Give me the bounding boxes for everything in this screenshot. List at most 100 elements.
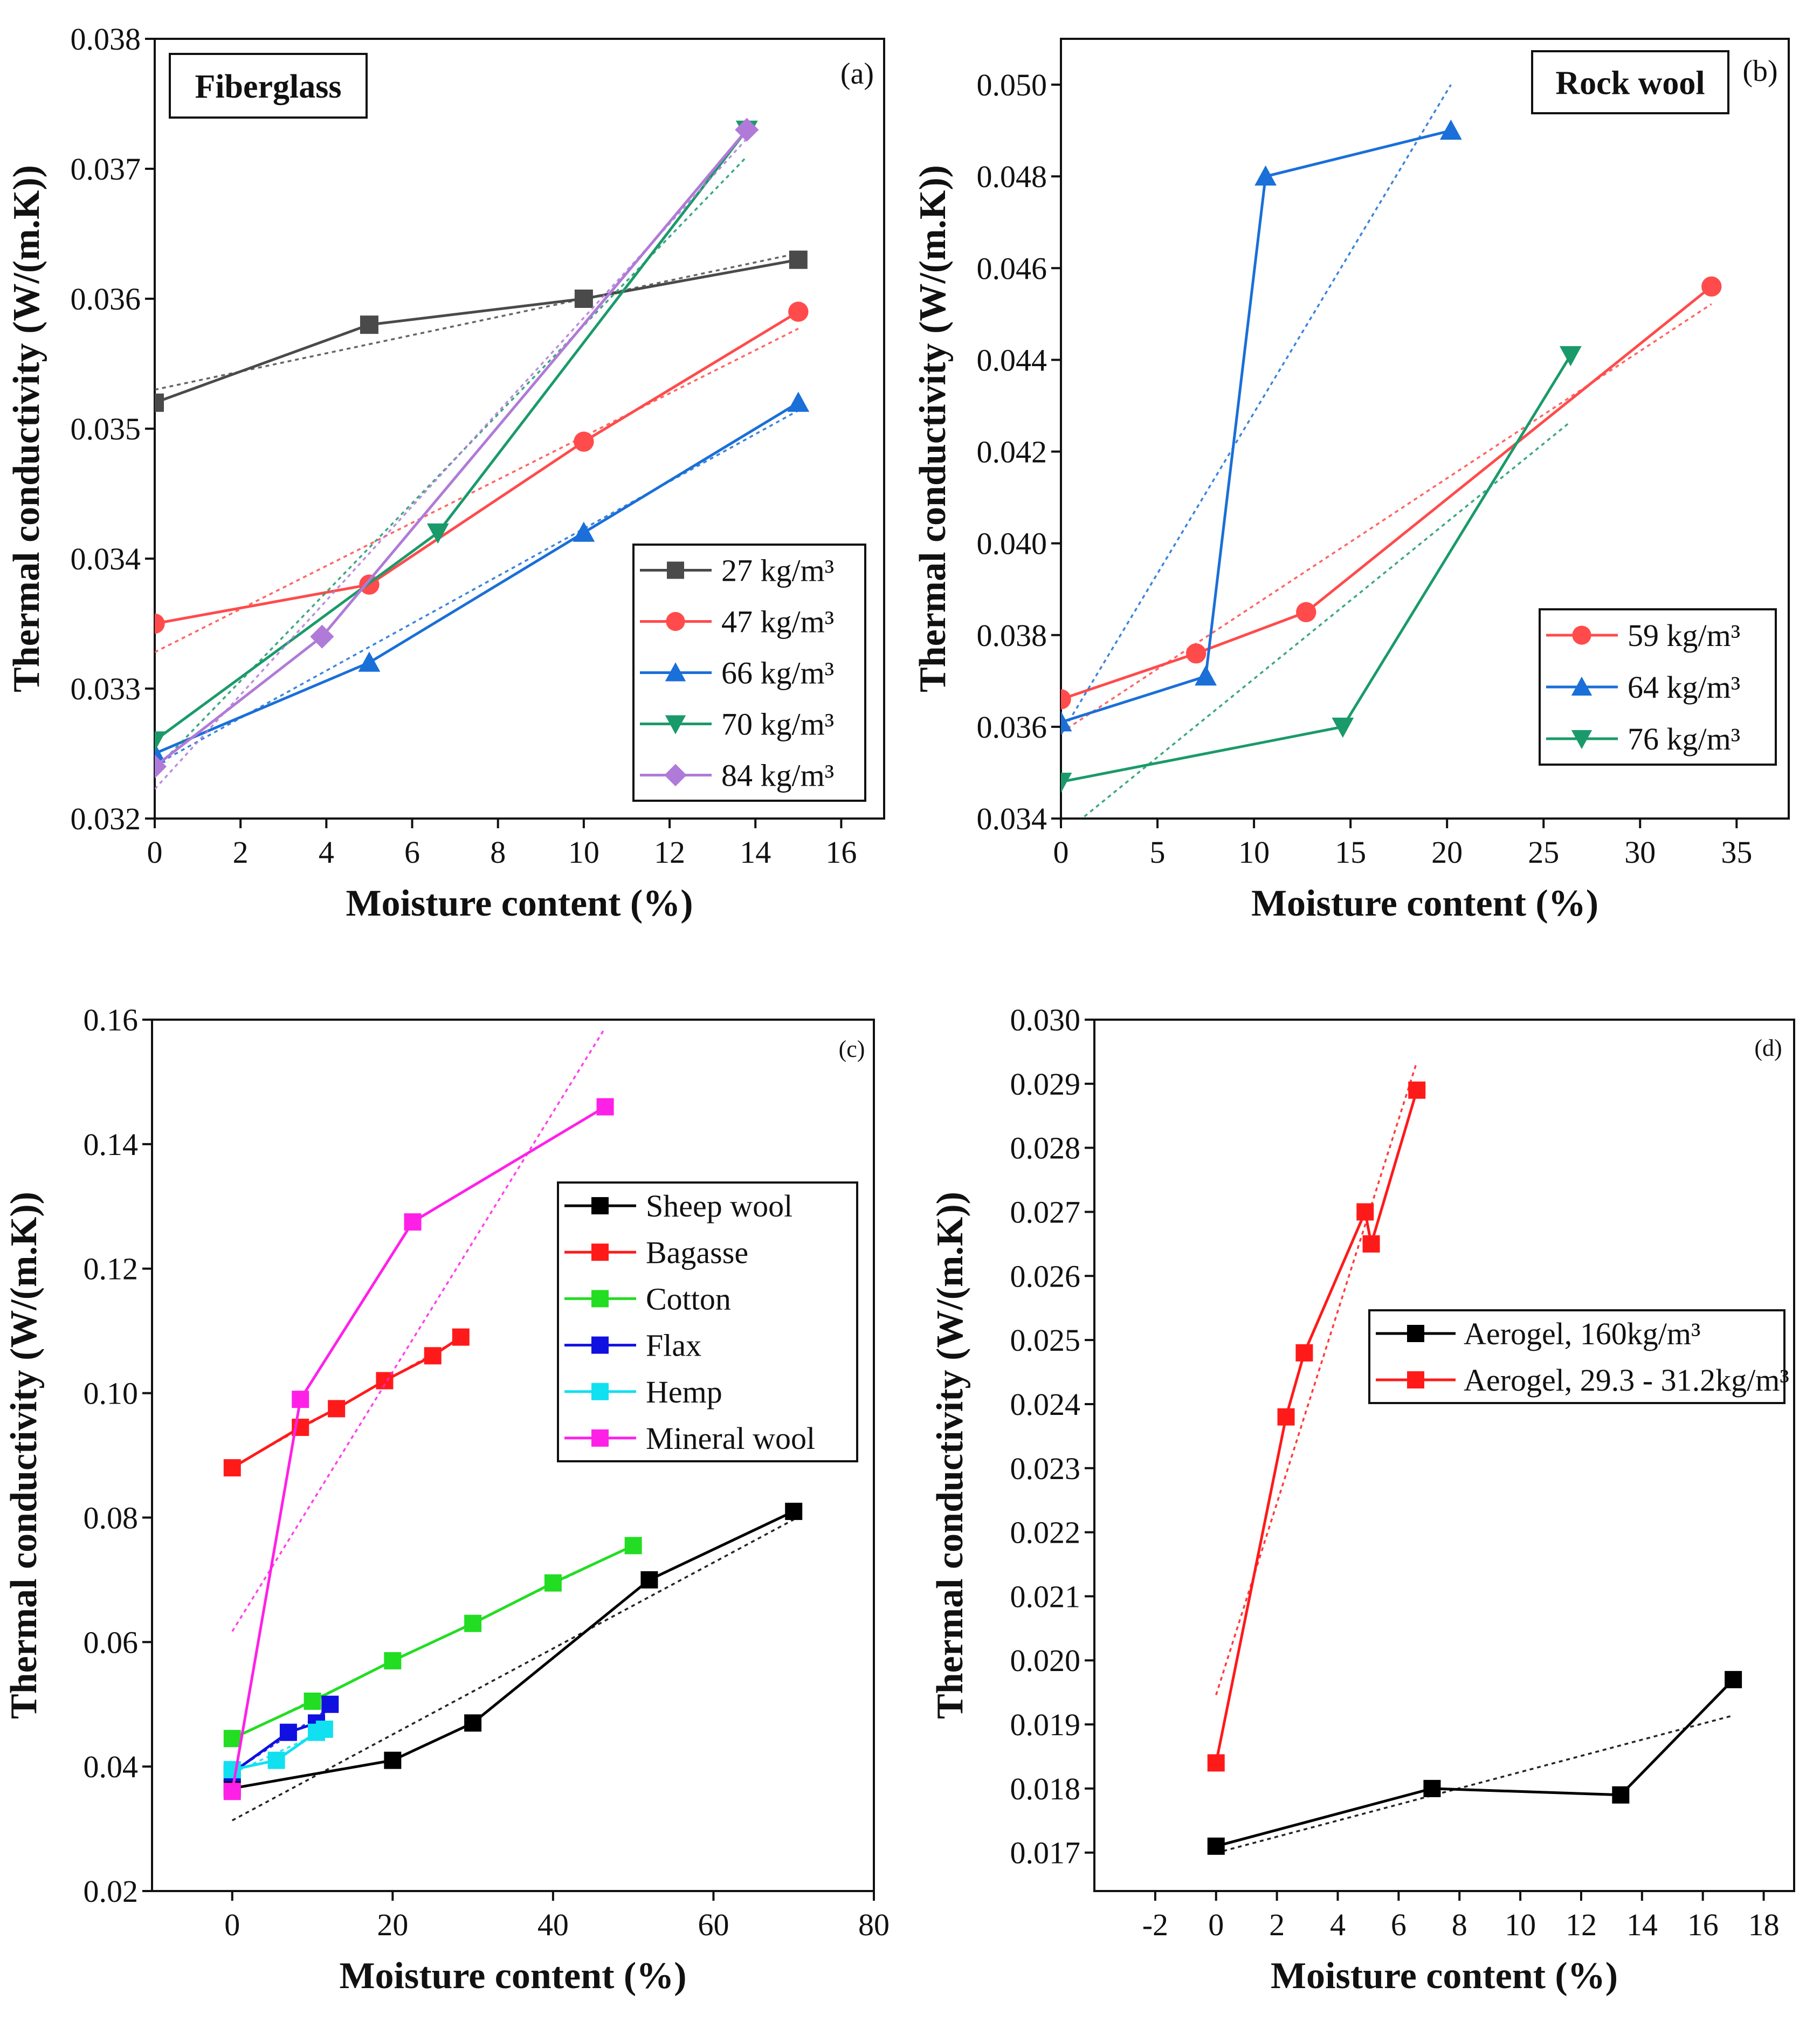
x-tick-label: 18 (1748, 1907, 1780, 1942)
x-tick-label: 12 (1566, 1907, 1597, 1942)
y-tick-label: 0.044 (977, 342, 1047, 377)
chart-panel-1: 0 2 4 6 8 10 12 14 16 0.032 0.033 0.034 0.035 0.036 0.… (6, 22, 885, 924)
y-tick-label: 0.030 (1010, 1002, 1081, 1037)
series-line-1 (232, 1510, 795, 1790)
legend-label: Aerogel, 160kg/m³ (1464, 1316, 1700, 1351)
trendline-2 (1215, 1061, 1418, 1695)
data-point (223, 1459, 241, 1477)
data-point (424, 1347, 442, 1365)
x-tick-label: 0 (224, 1907, 240, 1942)
y-tick-label: 0.10 (84, 1376, 139, 1411)
data-point (788, 301, 809, 322)
y-tick-label: 0.08 (84, 1500, 139, 1535)
y-tick-label: 0.048 (977, 159, 1047, 194)
legend-marker (1407, 1325, 1424, 1342)
data-point (574, 431, 594, 452)
material-title: Rock wool (1555, 65, 1705, 102)
y-tick-label: 0.027 (1010, 1194, 1081, 1229)
y-tick-label: 0.040 (977, 526, 1047, 561)
x-tick-label: 6 (1391, 1907, 1407, 1942)
data-point (1725, 1670, 1742, 1688)
data-point (384, 1652, 402, 1669)
legend-marker (1407, 1371, 1424, 1388)
legend-marker (591, 1243, 609, 1261)
series-line-2 (1061, 129, 1451, 724)
data-point (292, 1391, 309, 1408)
y-tick-label: 0.017 (1010, 1835, 1081, 1871)
y-tick-label: 0.16 (84, 1002, 139, 1037)
x-tick-label: 14 (1626, 1907, 1658, 1942)
x-tick-label: 12 (654, 835, 685, 870)
legend-marker (591, 1290, 609, 1308)
y-tick-label: 0.034 (977, 801, 1047, 836)
y-axis-label: Thermal conductivity (W/(m.K)) (912, 165, 954, 692)
y-tick-label: 0.028 (1010, 1131, 1081, 1166)
legend-label: Sheep wool (646, 1188, 792, 1223)
data-point (574, 290, 593, 308)
data-point (155, 754, 167, 779)
legend-marker (591, 1197, 609, 1215)
data-point (155, 731, 166, 752)
legend-box (557, 1181, 858, 1462)
data-point (155, 393, 164, 412)
panel-label: (b) (1742, 54, 1777, 88)
legend-marker (664, 764, 687, 787)
legend-marker (1571, 676, 1592, 696)
y-tick-label: 0.02 (84, 1874, 139, 1909)
y-tick-label: 0.033 (71, 671, 141, 706)
data-point (315, 1720, 333, 1738)
legend-marker (1572, 625, 1591, 645)
material-title: Fiberglass (195, 68, 341, 105)
y-tick-label: 0.035 (71, 411, 141, 446)
x-tick-label: 16 (825, 835, 857, 870)
data-point (1061, 772, 1072, 793)
trendline-3 (1080, 421, 1571, 819)
data-point (624, 1537, 642, 1555)
plot-area (155, 118, 810, 790)
x-tick-label: 5 (1150, 835, 1166, 870)
legend-label: Hemp (646, 1374, 722, 1410)
legend-label: Cotton (646, 1281, 731, 1316)
series-line-4 (231, 1703, 332, 1774)
x-tick-label: 30 (1624, 835, 1656, 870)
data-point (267, 1751, 285, 1769)
y-axis-label: Thermal conductivity (W/(m.K)) (3, 1192, 45, 1719)
y-tick-label: 0.029 (1010, 1067, 1081, 1102)
chart-panel-4: -2 0 2 4 6 8 10 12 14 16 18 0.017 0.018 0.019 0.020 0.0… (929, 1002, 1795, 1997)
x-tick-label: 20 (1431, 835, 1463, 870)
y-axis-label: Thermal conductivity (W/(m.K)) (929, 1192, 971, 1719)
y-tick-label: 0.036 (71, 281, 141, 317)
legend-marker (591, 1383, 609, 1400)
legend: 27 kg/m³ 47 kg/m³ 66 kg/m³ 70 kg/m³ 84 kg/m³ (632, 544, 866, 802)
y-tick-label: 0.037 (71, 152, 141, 187)
x-tick-label: 0 (1208, 1907, 1224, 1942)
data-point (358, 651, 381, 672)
material-title-box (169, 53, 368, 119)
x-axis-label: Moisture content (%) (1251, 883, 1598, 924)
panel-label: (c) (839, 1036, 865, 1062)
data-point (1296, 602, 1316, 622)
y-tick-label: 0.14 (84, 1127, 139, 1162)
y-tick-label: 0.018 (1010, 1771, 1081, 1806)
y-tick-label: 0.024 (1010, 1387, 1081, 1422)
y-tick-label: 0.026 (1010, 1259, 1081, 1294)
legend-label: Bagasse (646, 1235, 748, 1270)
legend: Aerogel, 160kg/m³ Aerogel, 29.3 - 31.2kg/… (1368, 1309, 1789, 1404)
legend-label: 59 kg/m³ (1628, 618, 1740, 653)
x-tick-label: 80 (858, 1907, 890, 1942)
x-tick-label: 8 (490, 835, 506, 870)
series-line-6 (231, 1105, 606, 1792)
x-axis-label: Moisture content (%) (1271, 1955, 1618, 1997)
x-tick-label: 8 (1452, 1907, 1467, 1942)
legend-marker (1571, 730, 1592, 750)
y-axis-label: Thermal conductivity (W/(m.K)) (6, 165, 47, 692)
y-tick-label: 0.034 (71, 541, 141, 576)
y-tick-label: 0.023 (1010, 1451, 1081, 1486)
trendline-6 (231, 1027, 606, 1632)
data-point (328, 1400, 346, 1418)
data-point (1195, 665, 1217, 686)
data-point (640, 1571, 658, 1589)
x-tick-label: 15 (1335, 835, 1366, 870)
data-point (1254, 165, 1277, 186)
x-tick-label: 6 (404, 835, 420, 870)
